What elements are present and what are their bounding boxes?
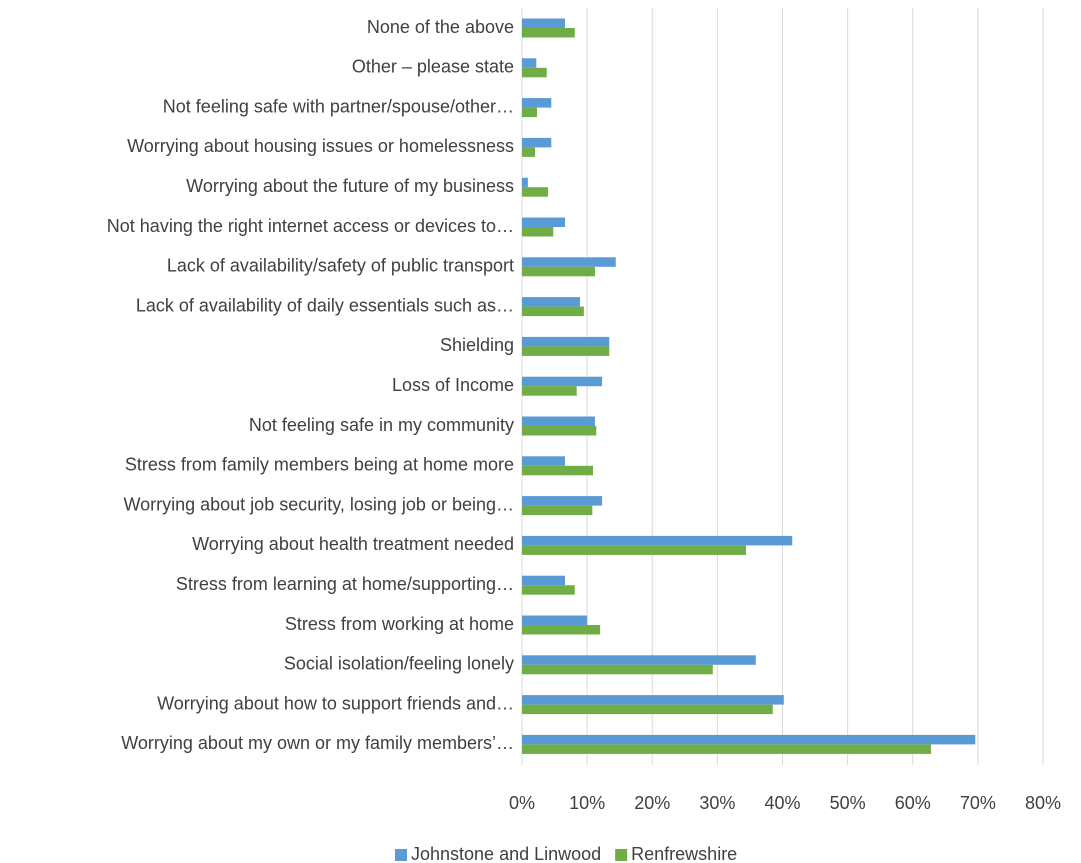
- legend-label: Renfrewshire: [631, 844, 737, 863]
- bar: [522, 147, 536, 157]
- y-tick-label: Worrying about health treatment needed: [192, 534, 514, 554]
- bar: [522, 67, 547, 78]
- y-tick-label: Not feeling safe in my community: [249, 415, 514, 435]
- bar: [522, 575, 565, 586]
- y-tick-label: None of the above: [367, 17, 514, 37]
- bar: [522, 227, 554, 237]
- bar: [522, 625, 601, 635]
- bar: [522, 505, 593, 516]
- bar: [522, 306, 584, 317]
- bar: [522, 18, 565, 28]
- bar: [522, 177, 528, 188]
- bar: [522, 28, 575, 38]
- x-tick-label: 0%: [509, 793, 535, 813]
- bar: [522, 346, 610, 356]
- y-tick-label: Loss of Income: [392, 375, 514, 395]
- bar: [522, 58, 537, 68]
- bar: [522, 426, 597, 436]
- x-tick-label: 80%: [1025, 793, 1061, 813]
- y-tick-label: Shielding: [440, 335, 514, 355]
- x-tick-label: 30%: [699, 793, 735, 813]
- bar: [522, 266, 595, 277]
- bar: [522, 734, 976, 745]
- y-tick-label: Social isolation/feeling lonely: [284, 654, 514, 674]
- bar: [522, 107, 537, 118]
- y-tick-label: Not feeling safe with partner/spouse/oth…: [163, 96, 514, 116]
- x-tick-label: 50%: [830, 793, 866, 813]
- bar: [522, 98, 552, 108]
- y-tick-label: Lack of availability of daily essentials…: [136, 295, 514, 315]
- bar: [522, 615, 588, 625]
- bar: [522, 664, 713, 675]
- bar: [522, 695, 784, 705]
- y-tick-label: Stress from family members being at home…: [125, 455, 514, 475]
- y-tick-label: Worrying about housing issues or homeles…: [127, 136, 514, 156]
- bar: [522, 386, 577, 396]
- y-tick-label: Stress from working at home: [285, 614, 514, 634]
- bar: [522, 456, 565, 466]
- bar: [522, 137, 552, 148]
- y-tick-label: Worrying about my own or my family membe…: [121, 733, 514, 753]
- y-tick-label: Worrying about how to support friends an…: [157, 693, 514, 713]
- x-tick-label: 60%: [895, 793, 931, 813]
- bar: [522, 465, 593, 476]
- bar: [522, 655, 756, 665]
- bar: [522, 585, 575, 595]
- y-tick-label: Worrying about job security, losing job …: [123, 494, 514, 514]
- x-tick-label: 40%: [764, 793, 800, 813]
- y-tick-label: Other – please state: [352, 57, 514, 77]
- bar: [522, 217, 565, 227]
- legend-swatch: [615, 849, 628, 861]
- y-tick-label: Not having the right internet access or …: [107, 216, 514, 236]
- bar: [522, 336, 610, 347]
- bar: [522, 187, 549, 197]
- legend-swatch: [395, 849, 407, 861]
- bar: [522, 704, 773, 715]
- bar: [522, 416, 595, 426]
- bar: [522, 744, 931, 754]
- x-tick-label: 10%: [569, 793, 605, 813]
- y-tick-label: Worrying about the future of my business: [186, 176, 514, 196]
- y-tick-label: Lack of availability/safety of public tr…: [167, 256, 514, 276]
- y-tick-label: Stress from learning at home/supporting…: [176, 574, 514, 594]
- bar: [522, 545, 747, 555]
- legend-label: Johnstone and Linwood: [411, 844, 601, 863]
- bar: [522, 257, 616, 267]
- bar: [522, 297, 580, 307]
- x-tick-label: 20%: [634, 793, 670, 813]
- bar: [522, 535, 793, 546]
- bar: [522, 496, 603, 506]
- bar: [522, 376, 603, 387]
- x-tick-label: 70%: [960, 793, 996, 813]
